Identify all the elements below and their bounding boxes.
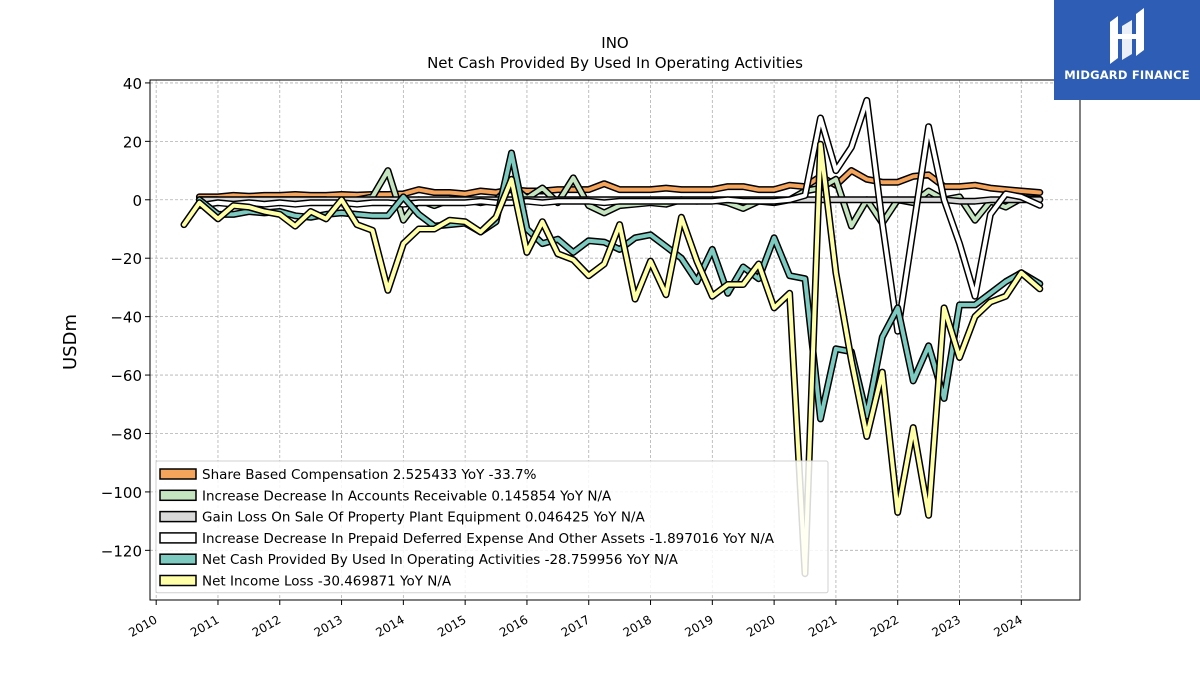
legend-swatch bbox=[159, 510, 197, 523]
brand-mark-icon bbox=[1110, 8, 1144, 64]
legend-box bbox=[155, 460, 829, 594]
series-line bbox=[182, 142, 1042, 576]
legend-entry: Net Income Loss -30.469871 YoY N/A bbox=[202, 574, 452, 590]
legend-swatch bbox=[159, 574, 197, 587]
legend-swatch bbox=[159, 532, 197, 544]
y-tick-label: −100 bbox=[101, 484, 142, 502]
legend-swatch bbox=[159, 489, 197, 502]
y-tick-label: 0 bbox=[132, 192, 142, 210]
legend-entry: Increase Decrease In Prepaid Deferred Ex… bbox=[202, 531, 775, 547]
brand-name: MIDGARD FINANCE bbox=[1064, 68, 1190, 82]
y-tick-label: 40 bbox=[123, 75, 142, 93]
brand-logo: MIDGARD FINANCE bbox=[1054, 0, 1200, 100]
legend-swatch bbox=[159, 553, 197, 565]
series-line bbox=[197, 151, 1042, 421]
legend-swatch bbox=[159, 468, 197, 480]
legend-entry: Share Based Compensation 2.525433 YoY -3… bbox=[202, 467, 537, 483]
legend: Share Based Compensation 2.525433 YoY -3… bbox=[155, 460, 829, 594]
chart-title: INO bbox=[601, 34, 628, 52]
y-tick-label: 20 bbox=[123, 133, 142, 151]
legend-entry: Increase Decrease In Accounts Receivable… bbox=[202, 488, 612, 504]
plot-frame bbox=[149, 79, 1081, 601]
legend-entry: Gain Loss On Sale Of Property Plant Equi… bbox=[202, 510, 645, 526]
series-line bbox=[197, 168, 1042, 199]
y-tick-label: −40 bbox=[110, 309, 142, 327]
series-6 bbox=[180, 140, 1044, 578]
series-1 bbox=[195, 167, 1044, 201]
y-tick-label: −20 bbox=[110, 250, 142, 268]
chart-subtitle: Net Cash Provided By Used In Operating A… bbox=[427, 54, 803, 72]
series-5 bbox=[195, 149, 1044, 423]
y-tick-label: −120 bbox=[101, 542, 142, 560]
y-tick-label: −60 bbox=[110, 367, 142, 385]
y-axis-label: USDm bbox=[60, 314, 81, 370]
legend-entry: Net Cash Provided By Used In Operating A… bbox=[202, 552, 679, 568]
series-lines bbox=[180, 96, 1044, 578]
y-tick-label: −80 bbox=[110, 425, 142, 443]
